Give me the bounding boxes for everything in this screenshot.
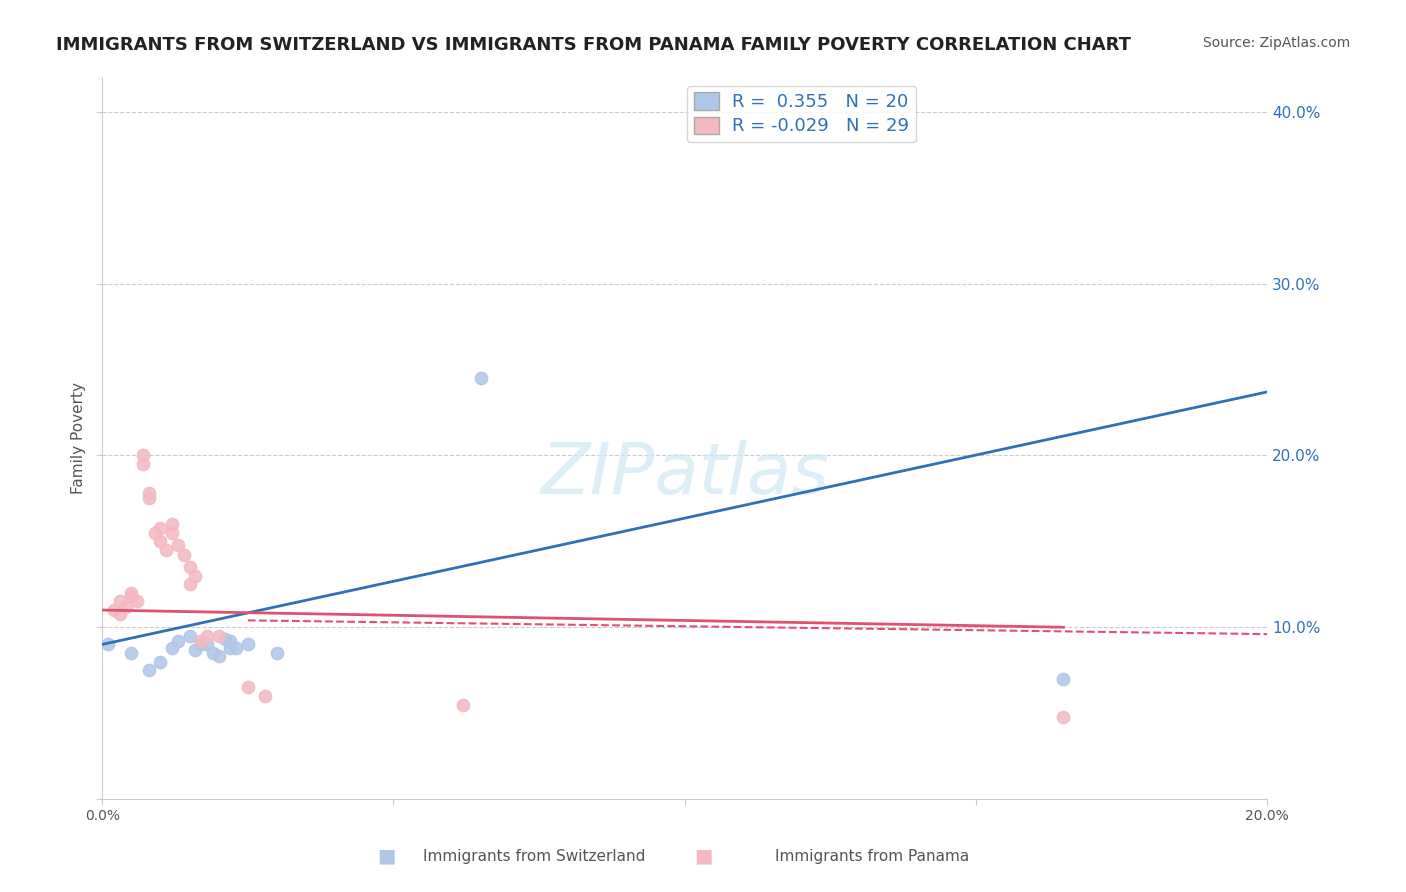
Point bbox=[179, 560, 201, 574]
Point bbox=[173, 548, 195, 562]
Point bbox=[155, 543, 177, 558]
Point bbox=[470, 371, 492, 385]
Point bbox=[138, 491, 160, 506]
Point bbox=[214, 632, 236, 647]
Text: ■: ■ bbox=[693, 847, 713, 866]
Text: Immigrants from Panama: Immigrants from Panama bbox=[775, 849, 969, 863]
Point bbox=[236, 681, 259, 695]
Text: Source: ZipAtlas.com: Source: ZipAtlas.com bbox=[1202, 36, 1350, 50]
Point bbox=[143, 525, 166, 540]
Point bbox=[190, 637, 212, 651]
Point bbox=[219, 640, 242, 655]
Point bbox=[179, 577, 201, 591]
Point bbox=[160, 525, 183, 540]
Point bbox=[453, 698, 475, 712]
Point bbox=[120, 586, 142, 600]
Point bbox=[1052, 709, 1074, 723]
Point bbox=[127, 594, 149, 608]
Point bbox=[201, 646, 224, 660]
Point bbox=[225, 640, 247, 655]
Point bbox=[190, 634, 212, 648]
Point bbox=[138, 663, 160, 677]
Text: IMMIGRANTS FROM SWITZERLAND VS IMMIGRANTS FROM PANAMA FAMILY POVERTY CORRELATION: IMMIGRANTS FROM SWITZERLAND VS IMMIGRANT… bbox=[56, 36, 1132, 54]
Y-axis label: Family Poverty: Family Poverty bbox=[72, 383, 86, 494]
Point bbox=[114, 599, 136, 614]
Point bbox=[254, 689, 277, 703]
Text: Immigrants from Switzerland: Immigrants from Switzerland bbox=[423, 849, 645, 863]
Legend: R =  0.355   N = 20, R = -0.029   N = 29: R = 0.355 N = 20, R = -0.029 N = 29 bbox=[688, 86, 915, 142]
Point bbox=[149, 655, 172, 669]
Point bbox=[167, 634, 190, 648]
Point bbox=[1052, 672, 1074, 686]
Point bbox=[120, 590, 142, 604]
Point bbox=[103, 603, 125, 617]
Point bbox=[132, 457, 155, 471]
Point bbox=[236, 637, 259, 651]
Point bbox=[184, 568, 207, 582]
Point bbox=[160, 640, 183, 655]
Point bbox=[208, 629, 231, 643]
Point bbox=[108, 594, 131, 608]
Point bbox=[266, 646, 288, 660]
Point bbox=[195, 637, 218, 651]
Point bbox=[108, 607, 131, 621]
Point bbox=[97, 637, 120, 651]
Point bbox=[184, 642, 207, 657]
Point bbox=[160, 517, 183, 532]
Text: ZIPatlas: ZIPatlas bbox=[540, 440, 830, 508]
Point bbox=[179, 629, 201, 643]
Text: ■: ■ bbox=[377, 847, 396, 866]
Point bbox=[120, 646, 142, 660]
Point bbox=[149, 520, 172, 534]
Point bbox=[208, 649, 231, 664]
Point bbox=[132, 449, 155, 463]
Point bbox=[219, 634, 242, 648]
Point bbox=[195, 629, 218, 643]
Point bbox=[149, 534, 172, 549]
Point bbox=[167, 538, 190, 552]
Point bbox=[138, 486, 160, 500]
